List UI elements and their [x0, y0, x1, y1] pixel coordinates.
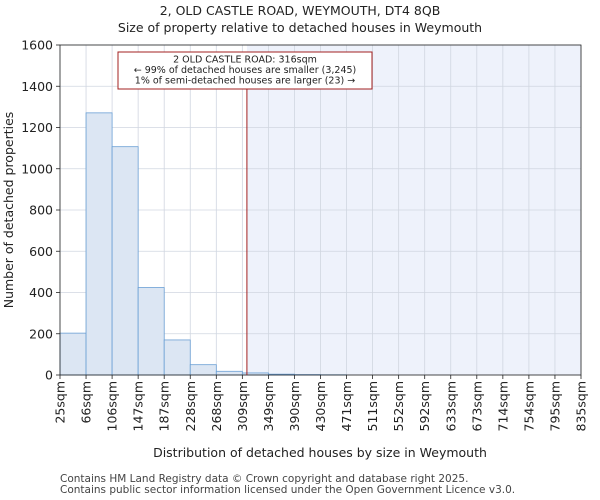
annotation-line-2: 1% of semi-detached houses are larger (2…	[135, 76, 355, 87]
annotation-title: 2 OLD CASTLE ROAD: 316sqm	[173, 55, 317, 66]
x-tick-label-349sqm: 349sqm	[261, 381, 276, 431]
chart-title: 2, OLD CASTLE ROAD, WEYMOUTH, DT4 8QB Si…	[118, 3, 482, 35]
y-tick-label-1200: 1200	[21, 120, 53, 135]
bar-147sqm	[137, 287, 165, 376]
bar-187sqm	[163, 339, 191, 376]
bar-66sqm	[85, 112, 113, 376]
x-tick-label-592sqm: 592sqm	[417, 381, 432, 431]
bar-268sqm	[215, 370, 243, 376]
x-tick-label-795sqm: 795sqm	[547, 381, 562, 431]
bar-106sqm	[111, 146, 139, 376]
y-axis-label: Number of detached properties	[1, 112, 16, 309]
x-tick-label-511sqm: 511sqm	[365, 381, 380, 431]
x-tick-label-66sqm: 66sqm	[79, 381, 94, 424]
x-tick-label-471sqm: 471sqm	[339, 381, 354, 431]
annotation-line-1: ← 99% of detached houses are smaller (3,…	[134, 65, 357, 76]
x-tick-label-430sqm: 430sqm	[313, 381, 328, 431]
bar-228sqm	[189, 364, 217, 376]
y-tick-label-400: 400	[29, 285, 53, 300]
x-tick-label-552sqm: 552sqm	[391, 381, 406, 431]
x-tick-label-633sqm: 633sqm	[443, 381, 458, 431]
x-tick-label-25sqm: 25sqm	[53, 381, 68, 424]
x-tick-label-390sqm: 390sqm	[287, 381, 302, 431]
footer-line-2: Contains public sector information licen…	[60, 484, 516, 496]
x-tick-label-268sqm: 268sqm	[209, 381, 224, 431]
y-tick-label-200: 200	[29, 326, 53, 341]
x-tick-label-754sqm: 754sqm	[521, 381, 536, 431]
x-tick-label-714sqm: 714sqm	[495, 381, 510, 431]
chart-title-line-2: Size of property relative to detached ho…	[118, 20, 482, 35]
x-tick-label-228sqm: 228sqm	[183, 381, 198, 431]
chart-title-line-1: 2, OLD CASTLE ROAD, WEYMOUTH, DT4 8QB	[160, 3, 441, 18]
y-tick-label-600: 600	[29, 244, 53, 259]
y-tick-label-1600: 1600	[21, 38, 53, 53]
footer-line-1: Contains HM Land Registry data © Crown c…	[60, 473, 469, 485]
x-tick-label-309sqm: 309sqm	[235, 381, 250, 431]
x-axis-label: Distribution of detached houses by size …	[153, 445, 487, 460]
annotation-box	[117, 51, 373, 90]
y-tick-label-800: 800	[29, 203, 53, 218]
x-tick-label-147sqm: 147sqm	[131, 381, 146, 431]
y-tick-label-0: 0	[45, 368, 53, 383]
x-tick-label-835sqm: 835sqm	[574, 381, 589, 431]
x-tick-label-187sqm: 187sqm	[157, 381, 172, 431]
x-tick-label-106sqm: 106sqm	[105, 381, 120, 431]
bar-25sqm	[59, 332, 87, 376]
x-tick-label-673sqm: 673sqm	[469, 381, 484, 431]
y-tick-label-1400: 1400	[21, 79, 53, 94]
plot-area: 0 200 400 600 800 1000 1200 1400 1600 25sqm 66sqm 1…	[21, 38, 588, 432]
y-tick-label-1000: 1000	[21, 161, 53, 176]
